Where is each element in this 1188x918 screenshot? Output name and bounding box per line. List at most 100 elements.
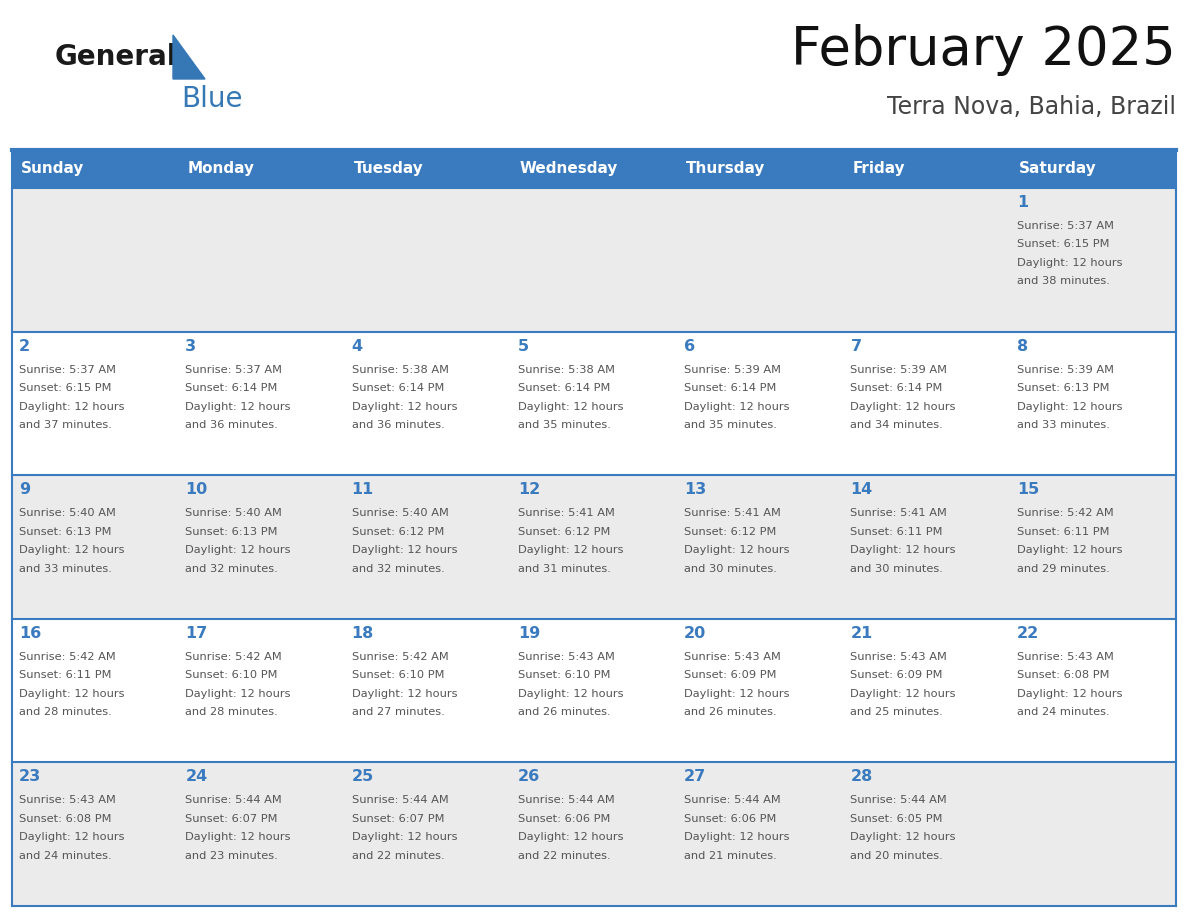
Bar xyxy=(345,188,511,331)
Text: and 30 minutes.: and 30 minutes. xyxy=(684,564,777,574)
Text: and 27 minutes.: and 27 minutes. xyxy=(352,707,444,717)
Text: Sunrise: 5:43 AM: Sunrise: 5:43 AM xyxy=(684,652,781,662)
Text: 3: 3 xyxy=(185,339,196,353)
Text: and 38 minutes.: and 38 minutes. xyxy=(1017,276,1110,286)
Text: Sunrise: 5:44 AM: Sunrise: 5:44 AM xyxy=(518,795,614,805)
Polygon shape xyxy=(173,35,206,79)
Text: 14: 14 xyxy=(851,482,873,498)
Text: Sunrise: 5:37 AM: Sunrise: 5:37 AM xyxy=(19,364,116,375)
Text: Daylight: 12 hours: Daylight: 12 hours xyxy=(19,833,125,843)
Text: Sunrise: 5:37 AM: Sunrise: 5:37 AM xyxy=(185,364,283,375)
Text: Daylight: 12 hours: Daylight: 12 hours xyxy=(352,833,457,843)
Text: Sunrise: 5:43 AM: Sunrise: 5:43 AM xyxy=(518,652,614,662)
Text: and 36 minutes.: and 36 minutes. xyxy=(352,420,444,431)
Text: Sunday: Sunday xyxy=(21,162,84,176)
Text: Daylight: 12 hours: Daylight: 12 hours xyxy=(352,545,457,555)
Bar xyxy=(345,150,511,188)
Text: and 33 minutes.: and 33 minutes. xyxy=(19,564,112,574)
Text: 4: 4 xyxy=(352,339,362,353)
Bar xyxy=(843,150,1010,188)
Text: Sunset: 6:14 PM: Sunset: 6:14 PM xyxy=(684,383,777,393)
Text: 16: 16 xyxy=(19,626,42,641)
Text: and 32 minutes.: and 32 minutes. xyxy=(185,564,278,574)
Bar xyxy=(1010,476,1176,619)
Text: Sunrise: 5:44 AM: Sunrise: 5:44 AM xyxy=(352,795,448,805)
Text: Sunrise: 5:41 AM: Sunrise: 5:41 AM xyxy=(518,509,614,518)
Text: Sunset: 6:09 PM: Sunset: 6:09 PM xyxy=(684,670,777,680)
Text: 9: 9 xyxy=(19,482,30,498)
Text: Daylight: 12 hours: Daylight: 12 hours xyxy=(684,545,790,555)
Text: Sunrise: 5:41 AM: Sunrise: 5:41 AM xyxy=(851,509,947,518)
Text: Sunset: 6:14 PM: Sunset: 6:14 PM xyxy=(352,383,444,393)
Text: 18: 18 xyxy=(352,626,374,641)
Bar xyxy=(843,619,1010,763)
Text: 22: 22 xyxy=(1017,626,1040,641)
Text: Daylight: 12 hours: Daylight: 12 hours xyxy=(684,401,790,411)
Bar xyxy=(677,188,843,331)
Bar xyxy=(12,331,178,476)
Bar xyxy=(12,188,178,331)
Text: 24: 24 xyxy=(185,769,208,784)
Text: and 26 minutes.: and 26 minutes. xyxy=(518,707,611,717)
Text: Sunrise: 5:39 AM: Sunrise: 5:39 AM xyxy=(851,364,947,375)
Text: Sunset: 6:11 PM: Sunset: 6:11 PM xyxy=(851,527,943,537)
Text: 10: 10 xyxy=(185,482,208,498)
Text: Sunset: 6:14 PM: Sunset: 6:14 PM xyxy=(518,383,611,393)
Text: Sunrise: 5:41 AM: Sunrise: 5:41 AM xyxy=(684,509,781,518)
Text: 5: 5 xyxy=(518,339,529,353)
Text: Blue: Blue xyxy=(181,85,242,113)
Bar xyxy=(511,476,677,619)
Text: and 35 minutes.: and 35 minutes. xyxy=(684,420,777,431)
Bar xyxy=(511,619,677,763)
Bar xyxy=(677,619,843,763)
Text: Sunset: 6:12 PM: Sunset: 6:12 PM xyxy=(352,527,444,537)
Text: Sunrise: 5:40 AM: Sunrise: 5:40 AM xyxy=(352,509,448,518)
Text: and 34 minutes.: and 34 minutes. xyxy=(851,420,943,431)
Text: Monday: Monday xyxy=(188,162,254,176)
Text: Sunset: 6:06 PM: Sunset: 6:06 PM xyxy=(684,814,777,823)
Bar xyxy=(345,763,511,906)
Text: Daylight: 12 hours: Daylight: 12 hours xyxy=(1017,258,1123,268)
Text: Sunrise: 5:44 AM: Sunrise: 5:44 AM xyxy=(851,795,947,805)
Text: Daylight: 12 hours: Daylight: 12 hours xyxy=(185,401,291,411)
Text: Sunrise: 5:42 AM: Sunrise: 5:42 AM xyxy=(1017,509,1113,518)
Text: Daylight: 12 hours: Daylight: 12 hours xyxy=(684,688,790,699)
Text: Tuesday: Tuesday xyxy=(354,162,423,176)
Text: Sunset: 6:08 PM: Sunset: 6:08 PM xyxy=(19,814,112,823)
Text: Sunrise: 5:42 AM: Sunrise: 5:42 AM xyxy=(185,652,282,662)
Bar xyxy=(178,331,345,476)
Bar xyxy=(345,331,511,476)
Text: 15: 15 xyxy=(1017,482,1040,498)
Text: 21: 21 xyxy=(851,626,873,641)
Text: 19: 19 xyxy=(518,626,541,641)
Text: Sunrise: 5:42 AM: Sunrise: 5:42 AM xyxy=(352,652,448,662)
Text: and 25 minutes.: and 25 minutes. xyxy=(851,707,943,717)
Text: Daylight: 12 hours: Daylight: 12 hours xyxy=(518,688,624,699)
Text: and 28 minutes.: and 28 minutes. xyxy=(19,707,112,717)
Text: Daylight: 12 hours: Daylight: 12 hours xyxy=(19,545,125,555)
Text: and 21 minutes.: and 21 minutes. xyxy=(684,851,777,861)
Text: and 31 minutes.: and 31 minutes. xyxy=(518,564,611,574)
Text: Sunset: 6:13 PM: Sunset: 6:13 PM xyxy=(185,527,278,537)
Text: 11: 11 xyxy=(352,482,374,498)
Text: and 22 minutes.: and 22 minutes. xyxy=(518,851,611,861)
Text: Thursday: Thursday xyxy=(687,162,765,176)
Text: Friday: Friday xyxy=(853,162,905,176)
Text: Daylight: 12 hours: Daylight: 12 hours xyxy=(1017,545,1123,555)
Text: Sunset: 6:12 PM: Sunset: 6:12 PM xyxy=(518,527,611,537)
Text: Daylight: 12 hours: Daylight: 12 hours xyxy=(851,545,956,555)
Text: Sunset: 6:14 PM: Sunset: 6:14 PM xyxy=(185,383,278,393)
Bar xyxy=(345,476,511,619)
Bar xyxy=(1010,188,1176,331)
Bar xyxy=(12,619,178,763)
Text: 25: 25 xyxy=(352,769,374,784)
Bar xyxy=(1010,619,1176,763)
Text: Sunset: 6:15 PM: Sunset: 6:15 PM xyxy=(19,383,112,393)
Bar xyxy=(843,763,1010,906)
Bar xyxy=(178,476,345,619)
Text: Daylight: 12 hours: Daylight: 12 hours xyxy=(185,688,291,699)
Bar xyxy=(677,476,843,619)
Text: Sunset: 6:14 PM: Sunset: 6:14 PM xyxy=(851,383,943,393)
Text: Sunrise: 5:40 AM: Sunrise: 5:40 AM xyxy=(185,509,283,518)
Text: Saturday: Saturday xyxy=(1019,162,1097,176)
